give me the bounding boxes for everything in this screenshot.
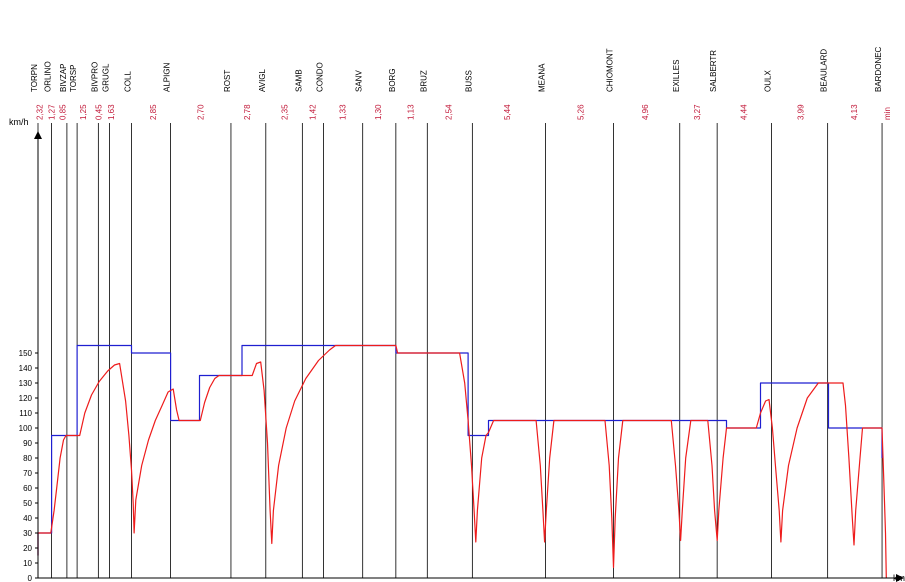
segment-time-label: 2,54 bbox=[445, 104, 454, 120]
station-label: BRUZ bbox=[419, 70, 428, 92]
segment-time-label: 2,78 bbox=[243, 104, 252, 120]
x-axis-unit-label: km bbox=[893, 573, 905, 582]
station-label: BARDONEC bbox=[874, 46, 883, 92]
segment-time-label: 1,13 bbox=[406, 104, 415, 120]
segment-time-label: 0,45 bbox=[94, 104, 103, 120]
train-speed-line bbox=[37, 344, 887, 579]
segment-time-label: 3,99 bbox=[796, 104, 805, 120]
station-label: GRUGL bbox=[101, 63, 110, 92]
y-tick-label: 0 bbox=[28, 574, 33, 582]
y-tick-label: 90 bbox=[23, 439, 32, 448]
station-label: BEAULARD bbox=[820, 49, 829, 92]
station-label: SANV bbox=[355, 70, 364, 92]
station-label: BUSS bbox=[464, 70, 473, 92]
axes: km/h km bbox=[9, 117, 905, 582]
segment-time-label: 1,33 bbox=[338, 104, 347, 120]
y-tick-label: 150 bbox=[19, 349, 33, 358]
station-label: BIVPRO bbox=[90, 62, 99, 92]
segment-time-labels: 2,32 1,27 0,85 1,25 0,45 1,63 2,85 2,70 2,78 2,35… bbox=[36, 104, 892, 120]
segment-time-label: 1,27 bbox=[48, 104, 57, 120]
y-tick-label: 110 bbox=[19, 409, 32, 418]
y-tick-label: 70 bbox=[23, 469, 32, 478]
y-tick-label: 10 bbox=[23, 559, 32, 568]
station-label: CONDO bbox=[316, 62, 325, 92]
y-tick-label: 80 bbox=[23, 454, 32, 463]
y-tick-label: 20 bbox=[23, 544, 32, 553]
segment-time-label: 4,96 bbox=[641, 104, 650, 120]
station-label: SAMB bbox=[294, 69, 303, 92]
station-label: BIVZAP bbox=[59, 64, 68, 92]
y-tick-labels: 0 10 20 30 40 50 60 70 80 90 100 110 120 130 140 150 bbox=[19, 349, 38, 582]
y-tick-label: 100 bbox=[19, 424, 33, 433]
y-tick-label: 140 bbox=[19, 364, 33, 373]
station-gridlines bbox=[37, 123, 883, 578]
segment-time-label: 4,13 bbox=[850, 104, 859, 120]
station-label: TORSP bbox=[69, 65, 78, 92]
y-tick-label: 120 bbox=[19, 394, 33, 403]
segment-time-label: 1,63 bbox=[107, 104, 116, 120]
y-tick-label: 130 bbox=[19, 379, 33, 388]
station-label: ORLINO bbox=[44, 61, 53, 92]
segment-time-label: 0,85 bbox=[59, 104, 68, 120]
segment-time-label: 1,25 bbox=[79, 104, 88, 120]
y-axis-label: km/h bbox=[9, 117, 29, 127]
segment-time-label: 2,32 bbox=[36, 104, 45, 120]
station-labels: TORPN ORLINO BIVZAP TORSP BIVPRO GRUGL COLL ALP… bbox=[30, 46, 883, 92]
y-tick-label: 30 bbox=[23, 529, 32, 538]
station-label: CHIOMONT bbox=[605, 48, 614, 92]
segment-time-label: 5,26 bbox=[576, 104, 585, 120]
y-axis-arrow bbox=[34, 131, 42, 139]
segment-time-label: 4,44 bbox=[740, 104, 749, 120]
station-label: ALPIGN bbox=[163, 62, 172, 92]
segment-time-label: 1,30 bbox=[374, 104, 383, 120]
segment-time-label: 2,35 bbox=[281, 104, 290, 120]
station-label: TORPN bbox=[30, 64, 39, 92]
segment-time-label: 1,42 bbox=[309, 104, 318, 120]
station-label: BORG bbox=[388, 68, 397, 92]
segment-time-label: 5,44 bbox=[503, 104, 512, 120]
station-label: SALBERTR bbox=[709, 50, 718, 92]
station-label: OULX bbox=[764, 70, 773, 92]
x-axis-arrow bbox=[896, 574, 904, 582]
station-label: MEANA bbox=[537, 63, 546, 92]
series-layer bbox=[37, 344, 887, 579]
y-tick-label: 50 bbox=[23, 499, 32, 508]
segment-time-label: 3,27 bbox=[693, 104, 702, 120]
y-tick-label: 60 bbox=[23, 484, 32, 493]
y-tick-label: 40 bbox=[23, 514, 32, 523]
segment-time-label: min bbox=[883, 107, 892, 120]
station-label: EXILLES bbox=[672, 60, 681, 92]
segment-time-label: 2,70 bbox=[196, 104, 205, 120]
station-label: AVIGL bbox=[258, 68, 267, 92]
station-label: COLL bbox=[124, 71, 133, 92]
station-label: ROST bbox=[223, 70, 232, 92]
segment-time-label: 2,85 bbox=[149, 104, 158, 120]
speed-limit-line bbox=[37, 344, 883, 556]
